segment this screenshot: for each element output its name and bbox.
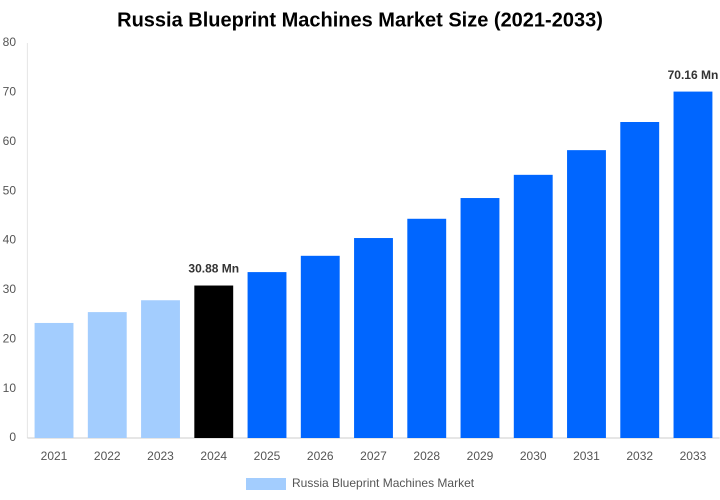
data-label: 70.16 Mn (668, 68, 719, 82)
y-tick-label: 30 (3, 282, 17, 296)
bar (460, 198, 500, 438)
x-tick-label: 2026 (307, 449, 334, 463)
x-tick-label: 2027 (360, 449, 387, 463)
legend-label: Russia Blueprint Machines Market (292, 476, 475, 490)
x-tick-label: 2030 (520, 449, 547, 463)
x-tick-label: 2022 (94, 449, 121, 463)
y-tick-label: 50 (3, 183, 17, 197)
x-tick-label: 2024 (200, 449, 227, 463)
legend-swatch (246, 478, 286, 490)
chart-title: Russia Blueprint Machines Market Size (2… (117, 9, 603, 31)
x-tick-label: 2028 (413, 449, 440, 463)
bar (34, 322, 74, 438)
x-tick-label: 2023 (147, 449, 174, 463)
x-tick-label: 2031 (573, 449, 600, 463)
y-tick-label: 20 (3, 331, 17, 345)
x-tick-label: 2029 (467, 449, 494, 463)
y-tick-label: 70 (3, 85, 17, 99)
bar (300, 255, 340, 438)
y-tick-label: 40 (3, 233, 17, 247)
y-tick-label: 0 (9, 430, 16, 444)
bar (407, 218, 447, 438)
x-tick-label: 2032 (626, 449, 653, 463)
bar (194, 285, 234, 438)
data-label: 30.88 Mn (188, 262, 239, 276)
bar (87, 312, 127, 438)
x-tick-label: 2021 (41, 449, 68, 463)
bar (567, 150, 606, 439)
bar (141, 300, 180, 438)
y-tick-label: 80 (3, 35, 17, 49)
bar (513, 174, 553, 439)
y-tick-label: 60 (3, 134, 17, 148)
bar (673, 91, 713, 439)
x-tick-label: 2033 (680, 449, 707, 463)
bar (620, 122, 660, 438)
bar (247, 272, 287, 438)
bar (354, 238, 393, 438)
x-tick-label: 2025 (254, 449, 281, 463)
y-tick-label: 10 (3, 381, 17, 395)
